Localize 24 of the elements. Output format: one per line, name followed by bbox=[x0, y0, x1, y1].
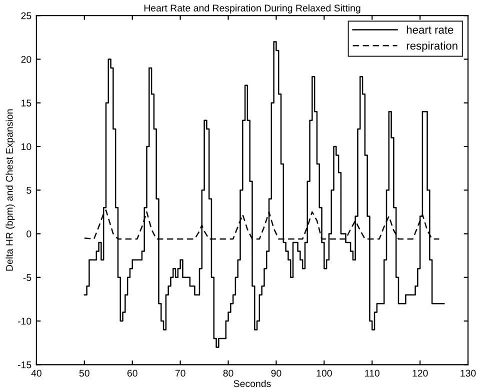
x-tick-label: 50 bbox=[79, 370, 90, 377]
y-tick-label: 0 bbox=[26, 230, 32, 238]
x-tick-label: 110 bbox=[365, 370, 380, 377]
x-tick-label: 80 bbox=[223, 370, 234, 377]
y-tick-label: 25 bbox=[21, 12, 32, 20]
x-tick-label: 70 bbox=[175, 370, 186, 377]
x-tick-label: 130 bbox=[460, 370, 476, 377]
y-tick-label: -15 bbox=[18, 361, 32, 368]
x-axis-title: Seconds bbox=[234, 380, 271, 388]
y-axis-title: Delta HR (bpm) and Chest Expansion bbox=[6, 109, 15, 271]
y-tick-label: 20 bbox=[21, 56, 32, 63]
y-tick-label: -10 bbox=[18, 318, 32, 325]
x-tick-label: 60 bbox=[127, 370, 138, 377]
legend-label: heart rate bbox=[406, 26, 454, 34]
chart-title: Heart Rate and Respiration During Relaxed Sitting bbox=[144, 4, 360, 14]
x-tick-label: 100 bbox=[316, 370, 332, 377]
legend-label: respiration bbox=[406, 42, 458, 52]
y-tick-label: 5 bbox=[26, 186, 32, 194]
x-tick-label: 40 bbox=[31, 370, 42, 377]
y-tick-label: 15 bbox=[22, 100, 32, 106]
x-tick-label: 120 bbox=[412, 370, 428, 377]
y-tick-label: -5 bbox=[23, 274, 32, 282]
x-tick-label: 90 bbox=[271, 370, 282, 377]
y-tick-label: 10 bbox=[22, 143, 32, 150]
